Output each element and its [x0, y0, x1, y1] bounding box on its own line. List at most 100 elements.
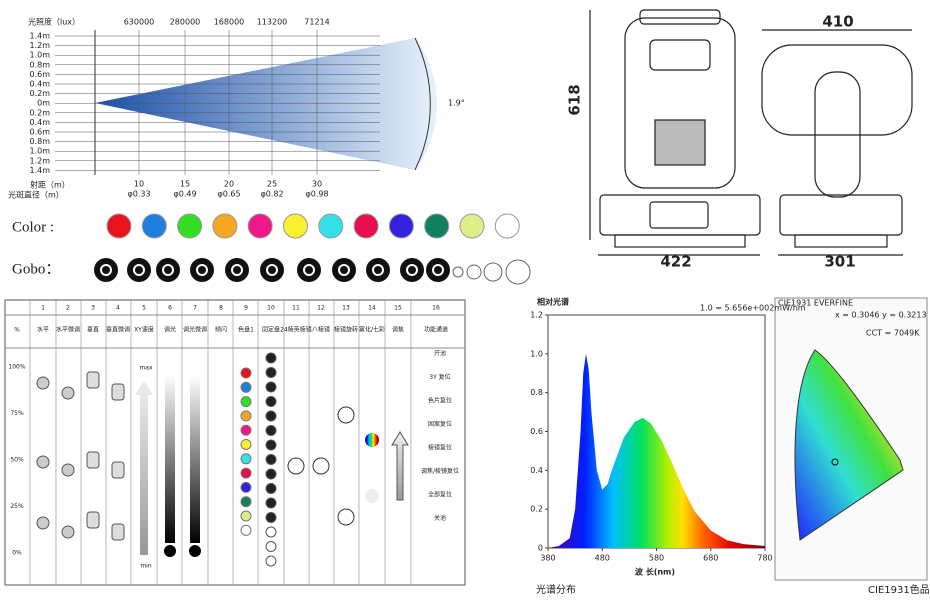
gobo — [366, 258, 390, 282]
column-header: 频闪 — [215, 326, 227, 334]
dim-height: 618 — [566, 84, 584, 115]
percent-label: 100% — [8, 364, 25, 371]
cie-caption: CIE1931色品图 — [868, 583, 930, 596]
function-label: 调焦/棱镜复位 — [421, 467, 459, 475]
angle-arc — [414, 37, 431, 171]
column-number: 4 — [116, 305, 120, 312]
gobo-wheel-icon — [265, 410, 277, 422]
column-number: 7 — [193, 305, 197, 312]
color-wheel-dot — [240, 396, 252, 408]
gobo-wheel-icon — [265, 367, 277, 378]
height-label: 1.2m — [29, 41, 50, 50]
fixture-drawing — [589, 9, 913, 256]
gobo — [225, 258, 249, 282]
color-wheel-dot — [240, 381, 252, 393]
distance-value: 10 — [134, 180, 144, 189]
beam-angle: 1.9° — [448, 99, 465, 108]
gobo-pattern — [406, 264, 418, 276]
dimmer-dot — [164, 545, 176, 557]
column-header: 八棱镜 — [312, 326, 330, 334]
speed-arrow — [135, 380, 153, 555]
x-tick-label: 480 — [595, 554, 610, 563]
lux-value: 113200 — [257, 18, 288, 27]
diameter-label: 光斑直径（m） — [8, 190, 64, 200]
spectrum-subtitle: 1.0 = 5.656e+002mW/nm — [700, 304, 806, 313]
color-swatch — [318, 213, 344, 239]
height-label: 0.2m — [29, 108, 50, 117]
spectrum-title: 相对光谱 — [537, 297, 569, 307]
y-tick-label: 0.8 — [530, 388, 543, 397]
tilt-icon — [111, 383, 125, 401]
speed-max: max — [139, 365, 153, 372]
prism-icon — [287, 457, 305, 475]
column-header: 棱镜旋转 — [334, 326, 358, 334]
color-swatch — [283, 213, 308, 239]
color-wheel-dot — [240, 510, 252, 522]
color-swatch — [459, 213, 485, 239]
height-label: 0.4m — [29, 80, 50, 89]
height-label: 1.4m — [29, 32, 50, 41]
distance-value: 20 — [224, 180, 234, 189]
y-tick-label: 1.2 — [530, 311, 543, 320]
height-label: 0.2m — [29, 89, 50, 98]
lux-value: 168000 — [214, 18, 245, 27]
x-axis-label: 波 长(nm) — [635, 567, 675, 577]
gobo — [190, 258, 214, 282]
column-number: 2 — [66, 305, 70, 312]
gobo-wheel-icon — [265, 541, 277, 552]
column-header: 垂直 — [87, 326, 99, 334]
color-wheel-dot — [240, 439, 252, 450]
gobo-wheel-icon — [265, 512, 277, 523]
gobo-open — [505, 259, 531, 285]
gobo-open — [452, 266, 464, 278]
column-number: 3 — [91, 305, 95, 312]
column-number: 6 — [168, 305, 172, 312]
gobo-wheel-icon — [265, 468, 277, 480]
y-tick-label: 0.4 — [530, 466, 543, 475]
gobo-pattern — [266, 264, 278, 276]
tilt-icon — [111, 523, 125, 541]
tilt-icon — [86, 451, 100, 469]
column-header: 功能通道 — [424, 326, 448, 334]
gobo-wheel-icon — [265, 497, 277, 509]
color-swatch — [212, 213, 238, 239]
column-header: 色盘1 — [238, 326, 254, 334]
column-number: 1 — [41, 305, 45, 312]
gobo — [127, 258, 151, 282]
height-label: 0.4m — [29, 118, 50, 127]
dimmer-bar — [190, 375, 200, 543]
column-header: % — [14, 327, 20, 334]
prism-icon — [337, 406, 355, 424]
prism-icon — [337, 508, 355, 526]
height-label: 1.0m — [29, 51, 50, 60]
y-tick-label: 0 — [538, 544, 543, 553]
percent-label: 0% — [12, 550, 22, 557]
gobo — [332, 258, 356, 282]
percent-label: 50% — [10, 457, 24, 464]
height-label: 1.4m — [29, 166, 50, 175]
height-label: 1.2m — [29, 156, 50, 165]
spectrum-caption: 光谱分布 — [536, 583, 576, 596]
function-label: 色片复位 — [428, 397, 452, 405]
gobo-pattern — [100, 264, 112, 276]
color-swatch — [424, 213, 450, 239]
gobo-wheel-icon — [265, 381, 277, 393]
distance-label: 射距（m） — [30, 180, 70, 190]
column-header: 垂直微调 — [106, 326, 130, 334]
column-header: XY速度 — [134, 326, 154, 334]
pan-icon — [61, 463, 75, 477]
function-label: 棱镜复位 — [428, 444, 452, 452]
color-wheel-dot — [240, 410, 252, 422]
cie-coords: x = 0.3046 y = 0.3213 — [835, 311, 927, 320]
y-tick-label: 0.6 — [530, 427, 543, 436]
color-swatch — [247, 213, 273, 239]
color-wheel-dot — [240, 467, 252, 479]
gobo-pattern — [196, 264, 208, 276]
column-number: 13 — [342, 305, 350, 312]
cie-point — [831, 458, 839, 466]
x-tick-label: 680 — [703, 554, 718, 563]
dimmer-dot — [189, 545, 201, 557]
color-wheel-dot — [240, 524, 252, 536]
gobo-wheel-icon — [265, 483, 277, 494]
column-number: 14 — [368, 305, 376, 312]
